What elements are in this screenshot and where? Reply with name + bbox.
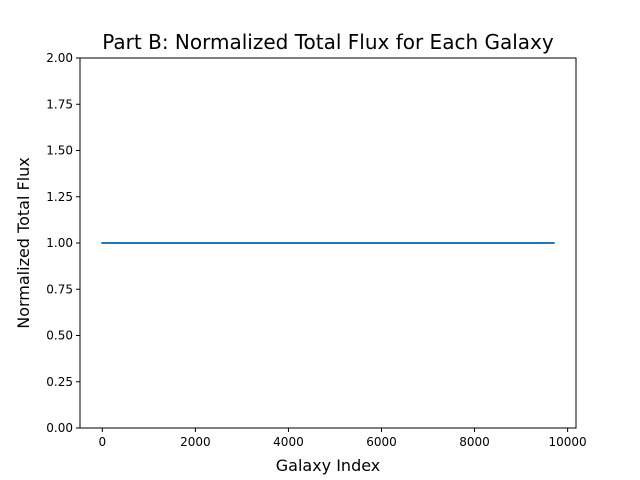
y-axis-label: Normalized Total Flux: [14, 157, 33, 329]
x-tick-label: 6000: [366, 435, 397, 449]
y-tick-label: 0.50: [46, 329, 73, 343]
x-tick-label: 10000: [549, 435, 587, 449]
axes-frame: [79, 57, 577, 429]
y-tick-label: 2.00: [46, 51, 73, 65]
y-tick-label: 0.25: [46, 375, 73, 389]
y-tick-label: 0.00: [46, 421, 73, 435]
y-tick-label: 1.75: [46, 97, 73, 111]
x-axis-label: Galaxy Index: [276, 456, 381, 475]
x-axis: 0 2000 4000 6000 8000 10000: [99, 428, 587, 449]
x-tick-label: 2000: [180, 435, 211, 449]
y-tick-label: 1.00: [46, 236, 73, 250]
x-tick-label: 8000: [459, 435, 490, 449]
x-tick-label: 4000: [273, 435, 304, 449]
y-axis: 0.00 0.25 0.50 0.75 1.00 1.25 1.50 1.75 2.00: [46, 51, 80, 435]
y-tick-label: 0.75: [46, 282, 73, 296]
chart-title: Part B: Normalized Total Flux for Each G…: [102, 30, 554, 54]
x-tick-label: 0: [99, 435, 107, 449]
y-tick-label: 1.50: [46, 144, 73, 158]
y-tick-label: 1.25: [46, 190, 73, 204]
